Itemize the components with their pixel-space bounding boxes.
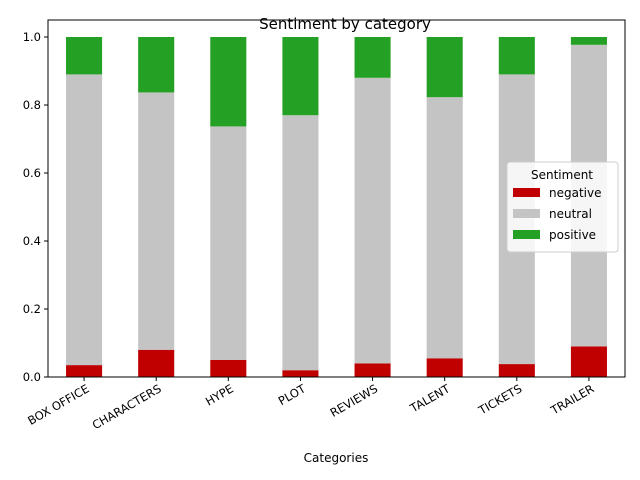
- x-axis-label: Categories: [304, 451, 369, 465]
- bar-positive: [66, 37, 103, 75]
- x-tick-label: HYPE: [203, 381, 236, 408]
- x-tick-label: TICKETS: [475, 381, 524, 417]
- y-tick-label: 0.4: [23, 234, 41, 248]
- bar-neutral: [282, 115, 319, 371]
- x-tick-label: TALENT: [407, 381, 453, 416]
- bar-negative: [498, 364, 535, 377]
- bar-positive: [210, 37, 247, 127]
- bar-negative: [354, 363, 391, 377]
- bar-neutral: [354, 77, 391, 364]
- bar-positive: [282, 37, 319, 116]
- bar-neutral: [426, 97, 463, 359]
- bar-positive: [138, 37, 175, 93]
- legend-title: Sentiment: [531, 168, 593, 182]
- y-tick-label: 0.8: [23, 98, 41, 112]
- bar-negative: [426, 358, 463, 377]
- plot-frame: [47, 19, 626, 378]
- legend-label: negative: [549, 186, 601, 200]
- y-tick-label: 0.0: [23, 370, 41, 384]
- legend-label: neutral: [549, 207, 592, 221]
- legend-frame: [506, 161, 619, 253]
- x-tick-label: BOX OFFICE: [25, 381, 91, 427]
- bar-negative: [570, 346, 607, 377]
- x-tick-label: TRAILER: [547, 381, 596, 417]
- chart-title: Sentiment by category: [259, 15, 431, 33]
- legend-swatch-positive: [513, 230, 540, 239]
- legend-swatch-neutral: [513, 209, 540, 218]
- legend-label: positive: [549, 228, 596, 242]
- bar-neutral: [210, 126, 247, 360]
- bar-positive: [498, 37, 535, 75]
- x-tick-label: CHARACTERS: [90, 381, 164, 432]
- y-axis: 0.0 0.2 0.4 0.6 0.8 1.0: [23, 30, 48, 384]
- y-tick-label: 0.6: [23, 166, 41, 180]
- legend-items: negative neutral positive: [513, 186, 601, 242]
- y-tick-label: 0.2: [23, 302, 41, 316]
- bar-negative: [66, 365, 103, 377]
- bar-negative: [210, 360, 247, 377]
- legend-swatch-negative: [513, 188, 540, 197]
- bar-positive: [570, 37, 607, 45]
- bar-negative: [282, 370, 319, 377]
- legend: Sentiment negative neutral positive: [506, 161, 619, 253]
- bar-neutral: [66, 74, 103, 366]
- y-tick-label: 1.0: [23, 30, 41, 44]
- bar-negative: [138, 349, 175, 377]
- bar-positive: [426, 37, 463, 98]
- x-tick-label: PLOT: [276, 381, 309, 408]
- x-tick-label: REVIEWS: [328, 381, 380, 419]
- bars-group: [66, 37, 607, 377]
- bar-positive: [354, 37, 391, 78]
- bar-neutral: [138, 92, 175, 350]
